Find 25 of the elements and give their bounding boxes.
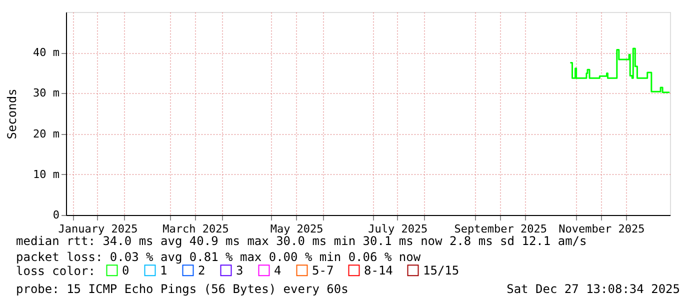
y-tick-label: 20 m (33, 127, 60, 140)
legend-label: 15/15 (423, 263, 460, 278)
legend-title: loss color: (16, 264, 96, 278)
x-tick-label: November 2025 (558, 222, 645, 236)
x-tick-label: May 2025 (270, 222, 324, 236)
x-tick-label: January 2025 (58, 222, 138, 236)
legend-label: 8-14 (364, 263, 393, 278)
x-tick-label: March 2025 (162, 222, 229, 236)
text: probe: 15 ICMP Echo Pings (56 Bytes) every 60s (16, 282, 348, 296)
legend-label: 5-7 (312, 263, 334, 278)
y-axis-title: Seconds (5, 88, 20, 140)
legend-label: 1 (160, 263, 168, 278)
text: Sat Dec 27 13:08:34 2025 (506, 282, 680, 296)
x-tick-label: September 2025 (454, 222, 547, 236)
legend-label: 4 (274, 263, 282, 278)
x-tick-label: July 2025 (368, 222, 428, 236)
legend-label: 3 (236, 263, 244, 278)
y-tick-label: 40 m (33, 46, 60, 60)
text: median rtt: 34.0 ms avg 40.9 ms max 30.0 ms min 30.1 ms now 2.8 ms sd 12.1 am/s (16, 234, 587, 248)
legend-label: 0 (122, 263, 130, 278)
y-tick-label: 30 m (33, 86, 60, 100)
text: packet loss: 0.03 % avg 0.81 % max 0.00 % min 0.06 % now (16, 250, 422, 264)
legend-label: 2 (198, 263, 206, 278)
y-tick-label: 0 (52, 208, 60, 222)
y-tick-label: 10 m (33, 168, 60, 181)
